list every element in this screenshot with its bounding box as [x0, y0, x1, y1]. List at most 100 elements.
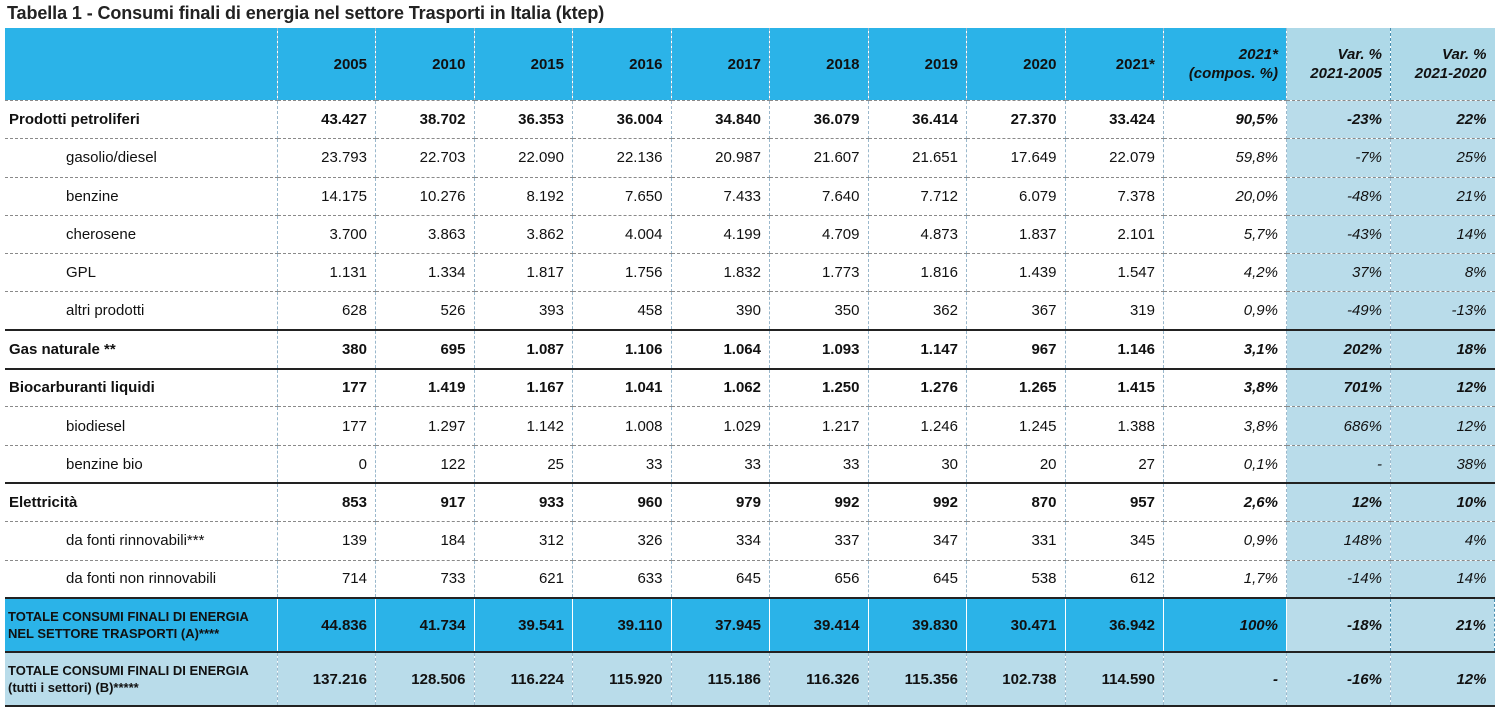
value-cell-2005: 1.131: [277, 253, 376, 293]
value-cell-2010: 917: [375, 482, 475, 523]
value-cell-2019: 7.712: [868, 177, 967, 216]
row-label: altri prodotti: [5, 291, 278, 331]
value-cell-2015: 3.862: [474, 215, 573, 255]
value-cell-2016: 36.004: [572, 100, 672, 140]
value-cell-2018: 992: [769, 482, 869, 523]
value-cell-2010: 184: [375, 521, 475, 561]
var-2021-2020-cell: 18%: [1390, 329, 1495, 370]
value-cell-2018: 656: [769, 560, 869, 599]
value-cell-2005: 714: [277, 560, 376, 599]
row-label: TOTALE CONSUMI FINALI DI ENERGIA (tutti …: [5, 652, 278, 708]
value-cell-2017: 37.945: [671, 597, 770, 654]
table-row: Elettricità 853 917 933 960 979 992 992 870 957 2,…: [5, 482, 1495, 523]
value-cell-2018: 36.079: [769, 100, 869, 140]
value-cell-2020: 1.245: [966, 406, 1066, 446]
value-cell-2017: 1.064: [671, 329, 770, 370]
header-year-2018: 2018: [769, 28, 869, 101]
value-cell-2017: 33: [671, 445, 770, 484]
value-cell-2019: 1.816: [868, 253, 967, 293]
value-cell-2015: 621: [474, 560, 573, 599]
value-cell-2019: 39.830: [868, 597, 967, 654]
table-row: altri prodotti 628 526 393 458 390 350 362 367 31…: [5, 291, 1495, 331]
header-var2-line1: Var. %: [1442, 46, 1487, 63]
value-cell-2017: 979: [671, 482, 770, 523]
row-label: Gas naturale **: [5, 329, 278, 370]
compos-cell: 3,1%: [1163, 329, 1287, 370]
compos-cell: 2,6%: [1163, 482, 1287, 523]
header-var1-line1: Var. %: [1337, 46, 1382, 63]
value-cell-2005: 14.175: [277, 177, 376, 216]
header-label-cell: [5, 28, 278, 101]
compos-cell: 5,7%: [1163, 215, 1287, 255]
var-2021-2005-cell: -: [1286, 445, 1391, 484]
var-2021-2005-cell: 148%: [1286, 521, 1391, 561]
table-row: TOTALE CONSUMI FINALI DI ENERGIA NEL SET…: [5, 597, 1495, 654]
value-cell-2019: 645: [868, 560, 967, 599]
value-cell-2016: 33: [572, 445, 672, 484]
header-compos-line2: (compos. %): [1188, 65, 1278, 82]
header-year-2015: 2015: [474, 28, 573, 101]
value-cell-2017: 1.062: [671, 367, 770, 408]
table-row: TOTALE CONSUMI FINALI DI ENERGIA (tutti …: [5, 652, 1495, 708]
value-cell-2020: 102.738: [966, 652, 1066, 708]
value-cell-2015: 39.541: [474, 597, 573, 654]
header-var1-line2: 2021-2005: [1310, 65, 1382, 82]
table-row: Biocarburanti liquidi 177 1.419 1.167 1.041 1…: [5, 367, 1495, 408]
var-2021-2005-cell: -16%: [1286, 652, 1391, 708]
header-compos: 2021* (compos. %): [1163, 28, 1287, 101]
value-cell-2016: 326: [572, 521, 672, 561]
value-cell-2010: 41.734: [375, 597, 475, 654]
var-2021-2020-cell: 22%: [1390, 100, 1495, 140]
value-cell-2010: 1.297: [375, 406, 475, 446]
value-cell-2015: 25: [474, 445, 573, 484]
value-cell-2017: 7.433: [671, 177, 770, 216]
value-cell-2019: 36.414: [868, 100, 967, 140]
value-cell-2010: 38.702: [375, 100, 475, 140]
value-cell-2015: 933: [474, 482, 573, 523]
value-cell-2021: 957: [1065, 482, 1164, 523]
compos-cell: 3,8%: [1163, 367, 1287, 408]
value-cell-2018: 1.093: [769, 329, 869, 370]
var-2021-2005-cell: -23%: [1286, 100, 1391, 140]
value-cell-2005: 44.836: [277, 597, 376, 654]
value-cell-2016: 7.650: [572, 177, 672, 216]
compos-cell: 90,5%: [1163, 100, 1287, 140]
compos-cell: 1,7%: [1163, 560, 1287, 599]
value-cell-2010: 1.419: [375, 367, 475, 408]
value-cell-2010: 733: [375, 560, 475, 599]
table-body: Prodotti petroliferi 43.427 38.702 36.353 36…: [5, 100, 1495, 708]
var-2021-2020-cell: 10%: [1390, 482, 1495, 523]
row-label: Elettricità: [5, 482, 278, 523]
compos-cell: 100%: [1163, 597, 1287, 654]
header-year-2010: 2010: [375, 28, 475, 101]
table-row: GPL 1.131 1.334 1.817 1.756 1.832 1.773 1.816 1.…: [5, 253, 1495, 293]
value-cell-2021: 1.547: [1065, 253, 1164, 293]
value-cell-2019: 115.356: [868, 652, 967, 708]
value-cell-2015: 312: [474, 521, 573, 561]
value-cell-2020: 1.837: [966, 215, 1066, 255]
value-cell-2016: 1.041: [572, 367, 672, 408]
table-row: da fonti non rinnovabili 714 733 621 633 645 6…: [5, 560, 1495, 599]
value-cell-2017: 645: [671, 560, 770, 599]
value-cell-2005: 43.427: [277, 100, 376, 140]
var-2021-2005-cell: -43%: [1286, 215, 1391, 255]
var-2021-2020-cell: 14%: [1390, 560, 1495, 599]
var-2021-2020-cell: 12%: [1390, 406, 1495, 446]
var-2021-2005-cell: -7%: [1286, 138, 1391, 178]
value-cell-2010: 1.334: [375, 253, 475, 293]
table-row: Gas naturale ** 380 695 1.087 1.106 1.064 1.09…: [5, 329, 1495, 370]
value-cell-2016: 1.106: [572, 329, 672, 370]
value-cell-2018: 350: [769, 291, 869, 331]
header-year-2005: 2005: [277, 28, 376, 101]
value-cell-2005: 0: [277, 445, 376, 484]
value-cell-2021: 612: [1065, 560, 1164, 599]
var-2021-2020-cell: 38%: [1390, 445, 1495, 484]
value-cell-2017: 115.186: [671, 652, 770, 708]
value-cell-2021: 22.079: [1065, 138, 1164, 178]
row-label: Biocarburanti liquidi: [5, 367, 278, 408]
value-cell-2019: 1.246: [868, 406, 967, 446]
row-label: gasolio/diesel: [5, 138, 278, 178]
value-cell-2021: 319: [1065, 291, 1164, 331]
header-year-2020: 2020: [966, 28, 1066, 101]
header-year-2016: 2016: [572, 28, 672, 101]
